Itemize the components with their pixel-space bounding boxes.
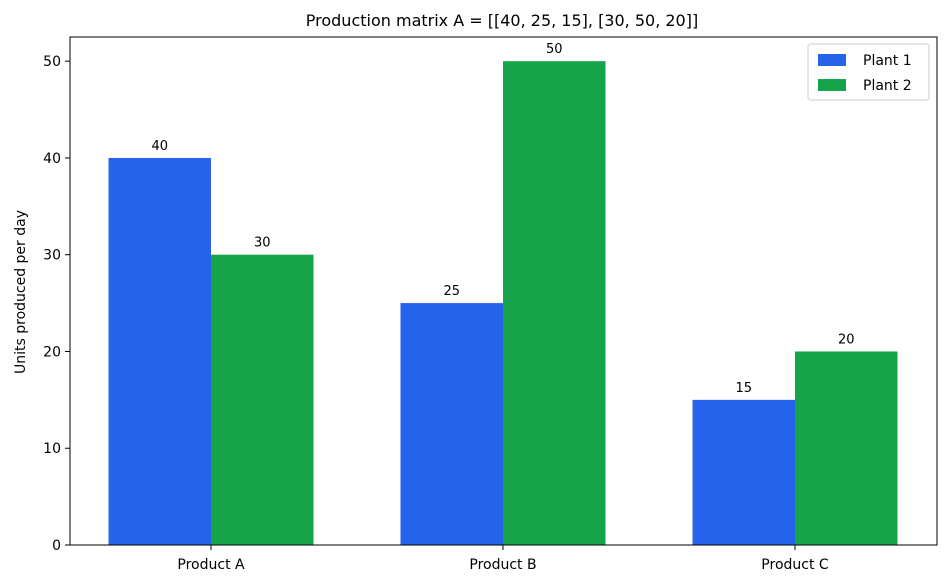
chart-title: Production matrix A = [[40, 25, 15], [30…	[306, 11, 698, 30]
x-tick-label: Product A	[177, 557, 245, 573]
bar-plant-2-product-a	[211, 254, 314, 545]
y-tick-label: 30	[43, 248, 61, 264]
y-axis-label: Units produced per day	[13, 210, 29, 374]
x-tick-label: Product B	[469, 557, 536, 573]
x-tick-label: Product C	[761, 557, 829, 573]
data-label: 15	[735, 381, 752, 396]
bar-plant-2-product-c	[795, 351, 898, 545]
y-tick-label: 40	[43, 151, 61, 167]
legend: Plant 1 Plant 2	[807, 43, 930, 101]
bar-plant-1-product-b	[400, 303, 503, 545]
y-tick-label: 50	[43, 54, 61, 70]
bar-plant-1-product-a	[108, 157, 211, 545]
legend-swatch	[818, 79, 846, 91]
plot-area: 40 25 15 30 50 20 0 10 20 30 40 50 Product A Product …	[43, 36, 938, 573]
legend-label: Plant 2	[863, 78, 912, 94]
data-label: 20	[838, 332, 855, 347]
y-tick-label: 0	[52, 538, 61, 554]
bar-plant-2-product-b	[503, 61, 606, 545]
legend-label: Plant 1	[863, 53, 912, 69]
bar-plant-1-product-c	[692, 399, 795, 545]
data-label: 40	[151, 139, 168, 154]
legend-swatch	[818, 54, 846, 66]
data-label: 50	[546, 42, 563, 57]
y-tick-label: 20	[43, 344, 61, 360]
data-label: 25	[443, 284, 460, 299]
data-label: 30	[254, 236, 271, 251]
y-tick-label: 10	[43, 441, 61, 457]
